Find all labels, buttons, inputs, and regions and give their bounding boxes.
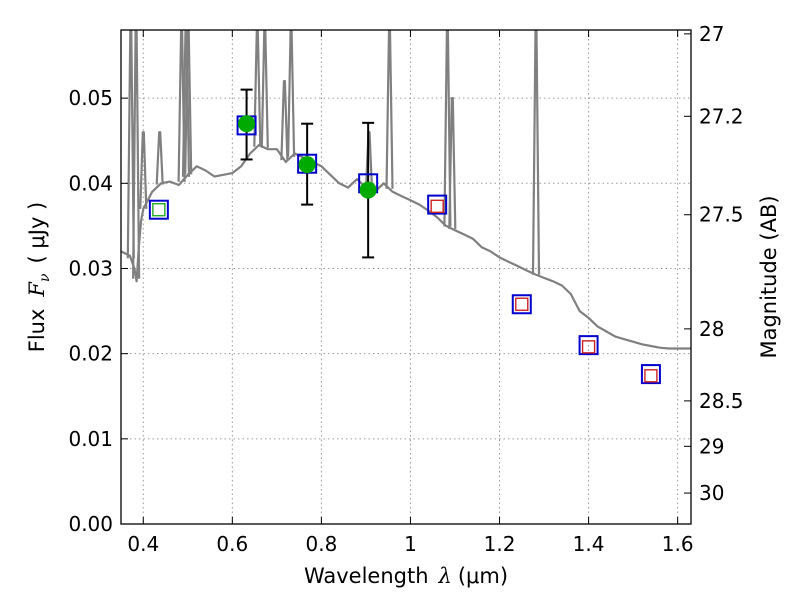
y-tick-label: 0.03 [68,256,113,280]
emission-line-spike [287,30,296,157]
y2-tick-label: 27.5 [699,203,744,227]
y-tick-label: 0.04 [68,171,113,195]
model-square-marker [427,194,448,215]
x-tick-label: 1.2 [484,532,516,556]
emission-line-spike [253,30,262,147]
inner-square-marker [430,199,444,214]
model-square-marker [511,294,532,315]
plot-area [121,30,691,385]
y2-tick-label: 28 [699,317,724,341]
emission-line-spike [139,131,148,209]
y-tick-label: 0.00 [68,512,113,536]
x-tick-label: 1 [404,532,417,556]
x-tick-label: 0.8 [305,532,337,556]
x-tick-label: 0.4 [127,532,159,556]
inner-square-marker [515,297,529,311]
y2-tick-label: 29 [699,434,724,458]
inner-square-marker [581,340,596,354]
y-axis-label: FluxFν( μJy ) [25,202,53,352]
emission-line-spike [260,30,269,148]
y-tick-label: 0.02 [68,342,113,366]
inner-square-marker [152,203,166,217]
model-square-marker [640,364,661,385]
y2-axis-label: Magnitude (AB) [757,195,781,358]
grid-lines [121,30,691,524]
x-tick-label: 1.6 [662,532,694,556]
emission-line-spike [443,30,452,227]
emission-line-spike [385,30,394,189]
photometry-point [298,156,316,174]
axes-frame [120,29,692,525]
model-square-marker [578,335,599,356]
y-tick-label: 0.05 [68,86,113,110]
emission-line-spike [132,30,141,279]
inner-square-marker [644,369,658,383]
emission-line-spike [126,30,135,259]
emission-line-spike [448,97,457,229]
emission-line-spike [531,30,541,275]
x-axis-label: Wavelength λ (μm) [304,564,508,588]
model-square-marker [148,199,169,220]
x-tick-label: 1.4 [573,532,605,556]
emission-line-spike [280,80,289,161]
y2-tick-label: 28.5 [699,389,744,413]
y2-tick-label: 27 [699,22,724,46]
data-marks [121,30,691,385]
photometry-point [359,181,377,199]
emission-line-spike [184,30,193,175]
photometry-point [238,115,256,133]
spectrum-line [121,143,691,350]
y2-tick-label: 30 [699,481,724,505]
emission-line-spike [181,30,191,177]
y2-tick-label: 27.2 [699,104,744,128]
x-tick-label: 0.6 [216,532,248,556]
y-tick-label: 0.01 [68,427,113,451]
axis-ticks: 0.4 0.6 0.8 1 1.2 1.4 1.6 0.00 0.01 0.02 0.03 0.04 0… [68,22,743,556]
emission-line-spike [155,131,164,185]
